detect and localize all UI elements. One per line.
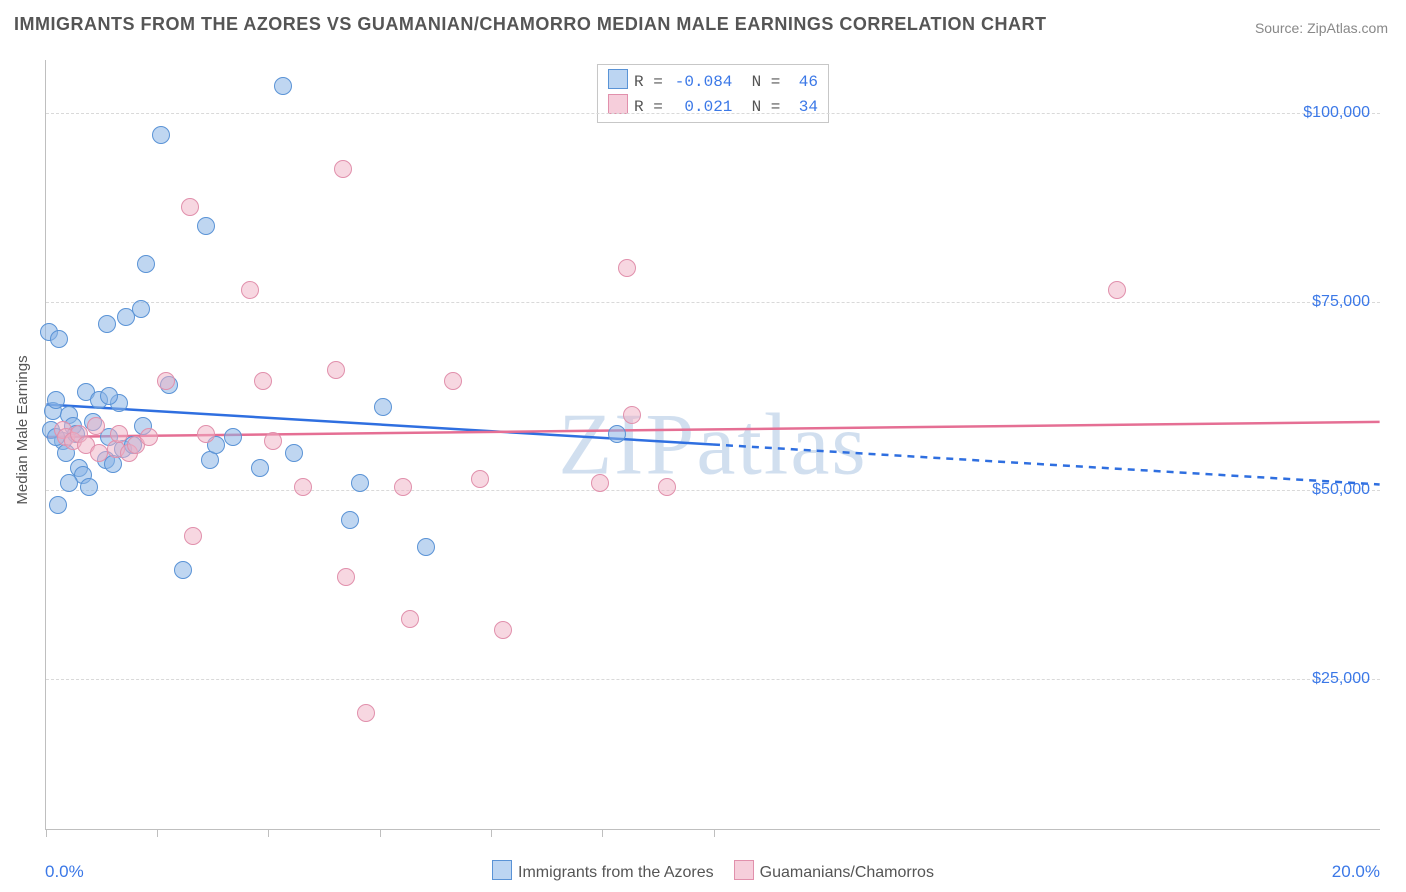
legend-r-value: -0.084 xyxy=(672,72,732,94)
data-point xyxy=(49,496,67,514)
data-point xyxy=(1108,281,1126,299)
data-point xyxy=(285,444,303,462)
trend-line xyxy=(46,422,1379,437)
data-point xyxy=(157,372,175,390)
data-point xyxy=(90,444,108,462)
data-point xyxy=(494,621,512,639)
data-point xyxy=(197,217,215,235)
x-tick xyxy=(268,829,269,837)
gridline xyxy=(46,490,1380,491)
data-point xyxy=(251,459,269,477)
data-point xyxy=(327,361,345,379)
data-point xyxy=(608,425,626,443)
trend-lines-layer xyxy=(46,60,1380,829)
data-point xyxy=(60,474,78,492)
data-point xyxy=(110,425,128,443)
data-point xyxy=(197,425,215,443)
data-point xyxy=(254,372,272,390)
trend-line xyxy=(713,445,1380,485)
data-point xyxy=(401,610,419,628)
plot-area: ZIPatlas R = -0.084 N = 46R = 0.021 N = … xyxy=(45,60,1380,830)
legend-swatch-icon xyxy=(608,94,628,114)
legend-series-label: Immigrants from the Azores xyxy=(518,864,714,881)
data-point xyxy=(137,255,155,273)
data-point xyxy=(394,478,412,496)
data-point xyxy=(50,330,68,348)
data-point xyxy=(100,387,118,405)
legend-r-value: 0.021 xyxy=(672,97,732,119)
data-point xyxy=(80,478,98,496)
data-point xyxy=(357,704,375,722)
data-point xyxy=(334,160,352,178)
legend-swatch-icon xyxy=(492,860,512,880)
gridline xyxy=(46,302,1380,303)
chart-title: IMMIGRANTS FROM THE AZORES VS GUAMANIAN/… xyxy=(14,14,1046,35)
data-point xyxy=(174,561,192,579)
data-point xyxy=(274,77,292,95)
data-point xyxy=(294,478,312,496)
data-point xyxy=(241,281,259,299)
correlation-legend: R = -0.084 N = 46R = 0.021 N = 34 xyxy=(597,64,829,123)
data-point xyxy=(623,406,641,424)
data-point xyxy=(264,432,282,450)
legend-series-label: Guamanians/Chamorros xyxy=(760,864,934,881)
legend-n-value: 46 xyxy=(790,72,818,94)
data-point xyxy=(374,398,392,416)
x-tick xyxy=(380,829,381,837)
data-point xyxy=(98,315,116,333)
y-tick-label: $75,000 xyxy=(1312,293,1370,311)
legend-n-label: N = xyxy=(732,73,790,91)
data-point xyxy=(132,300,150,318)
legend-swatch-icon xyxy=(734,860,754,880)
legend-swatch-icon xyxy=(608,69,628,89)
series-legend: Immigrants from the Azores Guamanians/Cha… xyxy=(0,860,1406,882)
data-point xyxy=(351,474,369,492)
gridline xyxy=(46,113,1380,114)
data-point xyxy=(444,372,462,390)
source-attribution: Source: ZipAtlas.com xyxy=(1255,20,1388,36)
data-point xyxy=(224,428,242,446)
data-point xyxy=(658,478,676,496)
data-point xyxy=(181,198,199,216)
data-point xyxy=(140,428,158,446)
x-tick xyxy=(46,829,47,837)
y-tick-label: $100,000 xyxy=(1303,104,1370,122)
data-point xyxy=(337,568,355,586)
legend-n-value: 34 xyxy=(790,97,818,119)
data-point xyxy=(152,126,170,144)
x-tick xyxy=(714,829,715,837)
data-point xyxy=(341,511,359,529)
legend-row: R = -0.084 N = 46 xyxy=(608,69,818,94)
data-point xyxy=(184,527,202,545)
data-point xyxy=(47,391,65,409)
y-tick-label: $25,000 xyxy=(1312,670,1370,688)
data-point xyxy=(471,470,489,488)
x-tick xyxy=(157,829,158,837)
x-tick xyxy=(491,829,492,837)
legend-row: R = 0.021 N = 34 xyxy=(608,94,818,119)
data-point xyxy=(618,259,636,277)
data-point xyxy=(417,538,435,556)
y-axis-label: Median Male Earnings xyxy=(14,355,31,504)
data-point xyxy=(87,417,105,435)
legend-r-label: R = xyxy=(634,73,672,91)
gridline xyxy=(46,679,1380,680)
y-tick-label: $50,000 xyxy=(1312,481,1370,499)
data-point xyxy=(591,474,609,492)
x-tick xyxy=(602,829,603,837)
